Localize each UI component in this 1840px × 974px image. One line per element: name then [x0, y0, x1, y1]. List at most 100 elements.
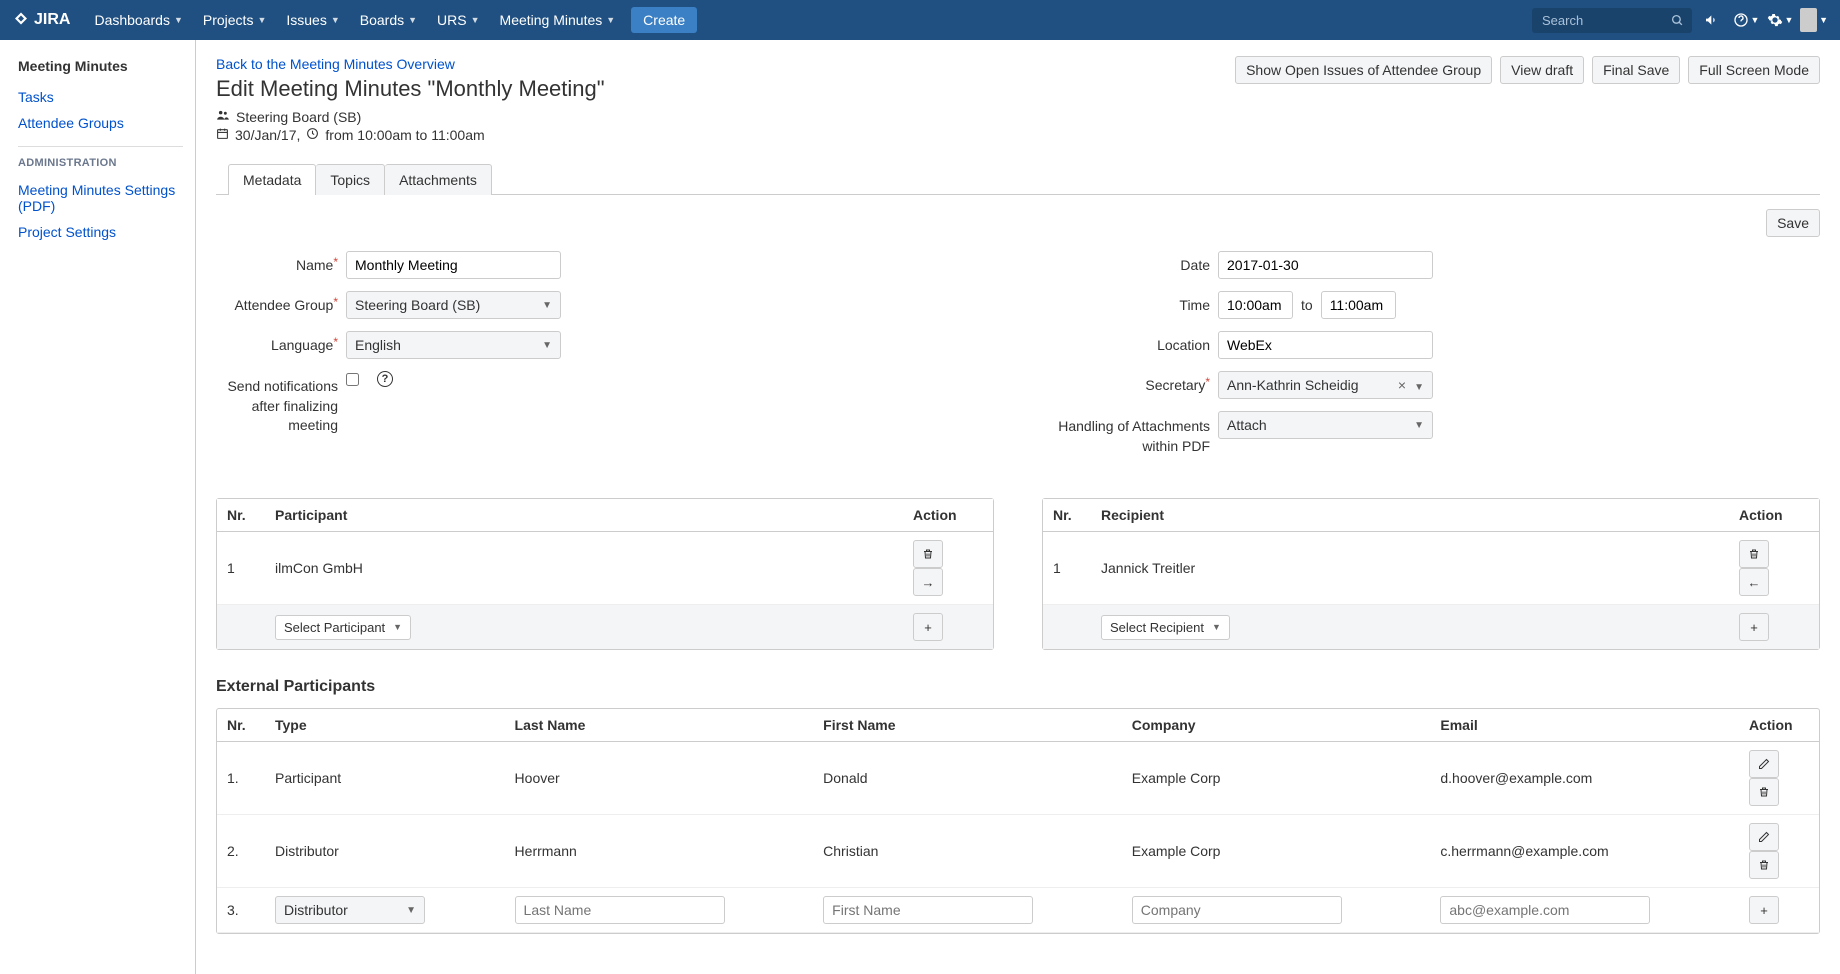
cell-type: Distributor [265, 815, 505, 888]
handling-select[interactable]: Attach▼ [1218, 411, 1433, 439]
table-add-row: 3. Distributor▼ + [217, 888, 1819, 933]
help-icon[interactable]: ? [377, 371, 393, 387]
new-type-select[interactable]: Distributor▼ [275, 896, 425, 924]
select-recipient-dropdown[interactable]: Select Recipient▼ [1101, 615, 1230, 640]
user-avatar[interactable]: ▼ [1800, 6, 1828, 34]
nav-meeting-minutes[interactable]: Meeting Minutes▼ [490, 0, 626, 40]
logo-text: JIRA [34, 11, 70, 29]
settings-icon[interactable]: ▼ [1766, 6, 1794, 34]
date-input[interactable] [1218, 251, 1433, 279]
th-action: Action [903, 499, 993, 532]
tab-metadata[interactable]: Metadata [228, 164, 316, 195]
external-title: External Participants [216, 678, 1820, 696]
delete-recipient-button[interactable] [1739, 540, 1769, 568]
table-add-row: Select Participant▼ + [217, 605, 993, 649]
time-from-input[interactable] [1218, 291, 1293, 319]
nav-projects[interactable]: Projects▼ [193, 0, 277, 40]
th-last: Last Name [505, 709, 814, 742]
recipients-table: Nr. Recipient Action 1 Jannick Treitler [1042, 498, 1820, 650]
external-table: Nr. Type Last Name First Name Company Em… [216, 708, 1820, 934]
nav-issues[interactable]: Issues▼ [276, 0, 349, 40]
add-participant-button[interactable]: + [913, 613, 943, 641]
nav-menu: Dashboards▼ Projects▼ Issues▼ Boards▼ UR… [84, 0, 1532, 40]
cell-nr: 1 [217, 532, 265, 605]
language-label: Language [271, 337, 333, 353]
show-open-issues-button[interactable]: Show Open Issues of Attendee Group [1235, 56, 1492, 84]
sidebar-attendee-groups[interactable]: Attendee Groups [18, 110, 183, 136]
sidebar-project-settings[interactable]: Project Settings [18, 219, 183, 245]
date-label: Date [1180, 257, 1210, 273]
secretary-select[interactable]: Ann-Kathrin Scheidig ×▼ [1218, 371, 1433, 399]
move-participant-button[interactable]: → [913, 568, 943, 596]
nav-right: ▼ ▼ ▼ [1532, 6, 1828, 34]
cell-email: c.herrmann@example.com [1430, 815, 1739, 888]
nav-dashboards[interactable]: Dashboards▼ [84, 0, 192, 40]
breadcrumb-back[interactable]: Back to the Meeting Minutes Overview [216, 56, 455, 72]
clock-icon [306, 127, 319, 143]
cell-first: Christian [813, 815, 1122, 888]
header-actions: Show Open Issues of Attendee Group View … [1235, 56, 1820, 84]
add-external-button[interactable]: + [1749, 896, 1779, 924]
time-label: Time [1179, 297, 1210, 313]
top-nav: JIRA Dashboards▼ Projects▼ Issues▼ Board… [0, 0, 1840, 40]
sidebar: Meeting Minutes Tasks Attendee Groups AD… [0, 40, 196, 974]
delete-external-button[interactable] [1749, 851, 1779, 879]
cell-last: Herrmann [505, 815, 814, 888]
sidebar-admin-label: ADMINISTRATION [18, 157, 183, 169]
select-participant-dropdown[interactable]: Select Participant▼ [275, 615, 411, 640]
notify-checkbox[interactable] [346, 373, 359, 386]
th-company: Company [1122, 709, 1431, 742]
cell-type: Participant [265, 742, 505, 815]
th-nr: Nr. [1043, 499, 1091, 532]
new-company-input[interactable] [1132, 896, 1342, 924]
attendee-group-label: Attendee Group [234, 297, 333, 313]
full-screen-button[interactable]: Full Screen Mode [1688, 56, 1820, 84]
create-button[interactable]: Create [631, 7, 697, 33]
tab-topics[interactable]: Topics [316, 164, 385, 195]
delete-participant-button[interactable] [913, 540, 943, 568]
recipients-table-wrap: Nr. Recipient Action 1 Jannick Treitler [1042, 498, 1820, 650]
language-select[interactable]: English▼ [346, 331, 561, 359]
cell-first: Donald [813, 742, 1122, 815]
header-date: 30/Jan/17, [235, 127, 300, 143]
cell-name: ilmCon GmbH [265, 532, 903, 605]
cell-nr: 3. [217, 888, 265, 933]
location-input[interactable] [1218, 331, 1433, 359]
help-icon[interactable]: ▼ [1732, 6, 1760, 34]
header-time: from 10:00am to 11:00am [325, 127, 484, 143]
table-row: 2. Distributor Herrmann Christian Exampl… [217, 815, 1819, 888]
th-nr: Nr. [217, 709, 265, 742]
notify-label: Send notifications after finalizing meet… [227, 378, 338, 433]
search-input[interactable] [1532, 8, 1692, 33]
tabs: Metadata Topics Attachments [216, 163, 1820, 195]
move-recipient-button[interactable]: ← [1739, 568, 1769, 596]
delete-external-button[interactable] [1749, 778, 1779, 806]
tab-attachments[interactable]: Attachments [385, 164, 492, 195]
nav-urs[interactable]: URS▼ [427, 0, 489, 40]
cell-name: Jannick Treitler [1091, 532, 1729, 605]
th-participant: Participant [265, 499, 903, 532]
final-save-button[interactable]: Final Save [1592, 56, 1680, 84]
sidebar-mm-settings[interactable]: Meeting Minutes Settings (PDF) [18, 177, 183, 219]
add-recipient-button[interactable]: + [1739, 613, 1769, 641]
handling-label: Handling of Attachments within PDF [1058, 418, 1210, 454]
participants-table: Nr. Participant Action 1 ilmCon GmbH [216, 498, 994, 650]
attendee-group-select[interactable]: Steering Board (SB)▼ [346, 291, 561, 319]
time-to-input[interactable] [1321, 291, 1396, 319]
edit-external-button[interactable] [1749, 823, 1779, 851]
name-input[interactable] [346, 251, 561, 279]
save-button[interactable]: Save [1766, 209, 1820, 237]
th-type: Type [265, 709, 505, 742]
view-draft-button[interactable]: View draft [1500, 56, 1584, 84]
sidebar-tasks[interactable]: Tasks [18, 84, 183, 110]
new-last-input[interactable] [515, 896, 725, 924]
edit-external-button[interactable] [1749, 750, 1779, 778]
new-first-input[interactable] [823, 896, 1033, 924]
new-email-input[interactable] [1440, 896, 1650, 924]
form-right-col: Date Time to Location [1038, 251, 1820, 468]
megaphone-icon[interactable] [1698, 6, 1726, 34]
jira-logo[interactable]: JIRA [12, 11, 70, 29]
table-row: 1 ilmCon GmbH → [217, 532, 993, 605]
nav-boards[interactable]: Boards▼ [350, 0, 427, 40]
cell-company: Example Corp [1122, 815, 1431, 888]
